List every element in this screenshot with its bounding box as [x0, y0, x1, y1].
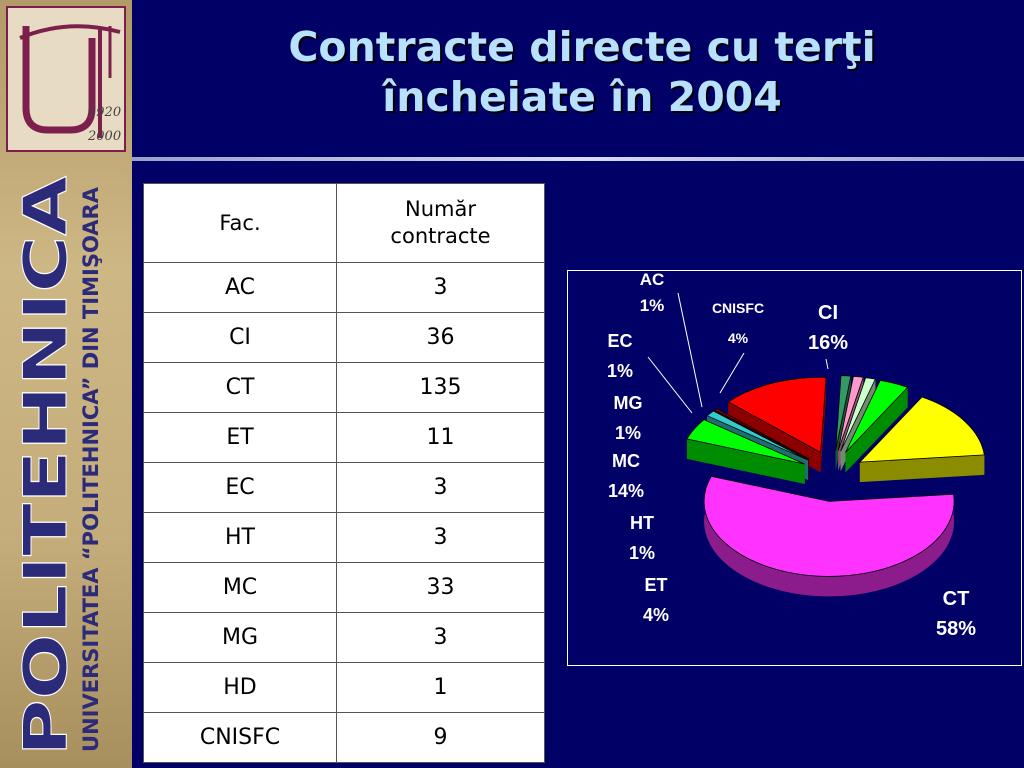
- cell-contracts: 135: [336, 362, 545, 413]
- pie-slice: [703, 475, 955, 577]
- cell-contracts: 3: [336, 462, 545, 513]
- sidebar-branding: 1920 2000 POLITEHNICA UNIVERSITATEA “POL…: [0, 0, 132, 768]
- pie-data-label: 4%: [643, 605, 669, 625]
- cell-contracts: 3: [336, 262, 545, 313]
- table-row: CI 36: [143, 312, 545, 363]
- cell-contracts: 1: [336, 662, 545, 713]
- cell-faculty: CI: [143, 312, 337, 363]
- table-row: HD 1: [143, 662, 545, 713]
- leader-line: [719, 352, 745, 394]
- vertical-main-text: POLITEHNICA: [11, 175, 81, 756]
- slide-title: Contracte directe cu terţi încheiate în …: [140, 22, 1024, 122]
- vertical-university-name: POLITEHNICA UNIVERSITATEA “POLITEHNICA” …: [0, 160, 132, 760]
- table-row: HT 3: [143, 512, 545, 563]
- pie-slice: [858, 396, 985, 463]
- pie-chart: CI 16% CT 58% ET 4% HT 1% MC 14% MG 1% EC 1% AC 1% CNISF…: [567, 270, 1022, 666]
- svg-text:1920: 1920: [88, 105, 121, 120]
- header-faculty: Fac.: [143, 183, 337, 263]
- pie-slice: [845, 379, 909, 453]
- logo-emblem-icon: 1920 2000: [19, 24, 121, 144]
- pie-data-label: 16%: [808, 332, 848, 354]
- pie-slice: [840, 377, 876, 452]
- cell-contracts: 9: [336, 712, 545, 763]
- table-header-row: Fac. Număr contracte: [143, 183, 545, 263]
- pie-slice: [706, 410, 809, 461]
- cell-faculty: CNISFC: [143, 712, 337, 763]
- pie-data-label: 1%: [607, 361, 633, 381]
- pie-data-label: 1%: [640, 296, 665, 315]
- cell-contracts: 11: [336, 412, 545, 463]
- pie-slice: [713, 408, 810, 460]
- table-row: MC 33: [143, 562, 545, 613]
- cell-faculty: AC: [143, 262, 337, 313]
- table-row: EC 3: [143, 462, 545, 513]
- pie-slice: [727, 377, 827, 454]
- pie-data-label: 58%: [936, 618, 976, 640]
- pie-data-label: MG: [614, 393, 643, 413]
- pie-slice-wall: [686, 438, 805, 485]
- pie-slice-wall: [845, 387, 908, 473]
- pie-data-label: AC: [640, 271, 665, 289]
- cell-faculty: HT: [143, 512, 337, 563]
- svg-text:2000: 2000: [87, 129, 121, 144]
- cell-contracts: 3: [336, 512, 545, 563]
- cell-faculty: ET: [143, 412, 337, 463]
- table-row: AC 3: [143, 262, 545, 313]
- table-row: CT 135: [143, 362, 545, 413]
- table-row: MG 3: [143, 612, 545, 663]
- pie-slice: [835, 375, 852, 451]
- university-logo: 1920 2000: [6, 6, 126, 152]
- cell-contracts: 33: [336, 562, 545, 613]
- cell-faculty: CT: [143, 362, 337, 413]
- pie-data-label: EC: [607, 331, 632, 351]
- pie-data-label: CT: [943, 588, 970, 610]
- pie-slice-wall: [859, 454, 985, 483]
- pie-data-label: 1%: [629, 543, 655, 563]
- pie-data-label: 14%: [608, 481, 644, 501]
- header-contracts: Număr contracte: [336, 183, 545, 263]
- title-line-2: încheiate în 2004: [382, 73, 782, 121]
- table-row: ET 11: [143, 412, 545, 463]
- cell-faculty: MG: [143, 612, 337, 663]
- pie-data-label: 4%: [728, 330, 749, 346]
- pie-data-label: HT: [630, 513, 654, 533]
- pie-slice: [837, 375, 864, 451]
- cell-faculty: EC: [143, 462, 337, 513]
- cell-contracts: 3: [336, 612, 545, 663]
- cell-faculty: MC: [143, 562, 337, 613]
- leader-line: [647, 356, 693, 414]
- table-row: CNISFC 9: [143, 712, 545, 763]
- pie-data-label: CI: [818, 302, 838, 324]
- pie-data-label: CNISFC: [712, 300, 764, 316]
- vertical-sub-text: UNIVERSITATEA “POLITEHNICA” DIN TIMIŞOAR…: [79, 186, 103, 752]
- pie-slice: [686, 419, 805, 465]
- leader-line: [825, 358, 829, 370]
- cell-contracts: 36: [336, 312, 545, 363]
- title-line-1: Contracte directe cu terţi: [288, 23, 876, 71]
- cell-faculty: HD: [143, 662, 337, 713]
- pie-data-label: ET: [644, 575, 667, 595]
- pie-data-label: 1%: [615, 423, 641, 443]
- leader-line: [677, 292, 703, 408]
- pie-data-label: MC: [612, 451, 640, 471]
- title-divider: [132, 157, 1024, 161]
- contracts-table: Fac. Număr contracte AC 3 CI 36 CT 135 ET 11 EC 3…: [143, 183, 545, 763]
- pie-chart-svg: CI 16% CT 58% ET 4% HT 1% MC 14% MG 1% EC 1% AC 1% CNISF…: [607, 271, 985, 640]
